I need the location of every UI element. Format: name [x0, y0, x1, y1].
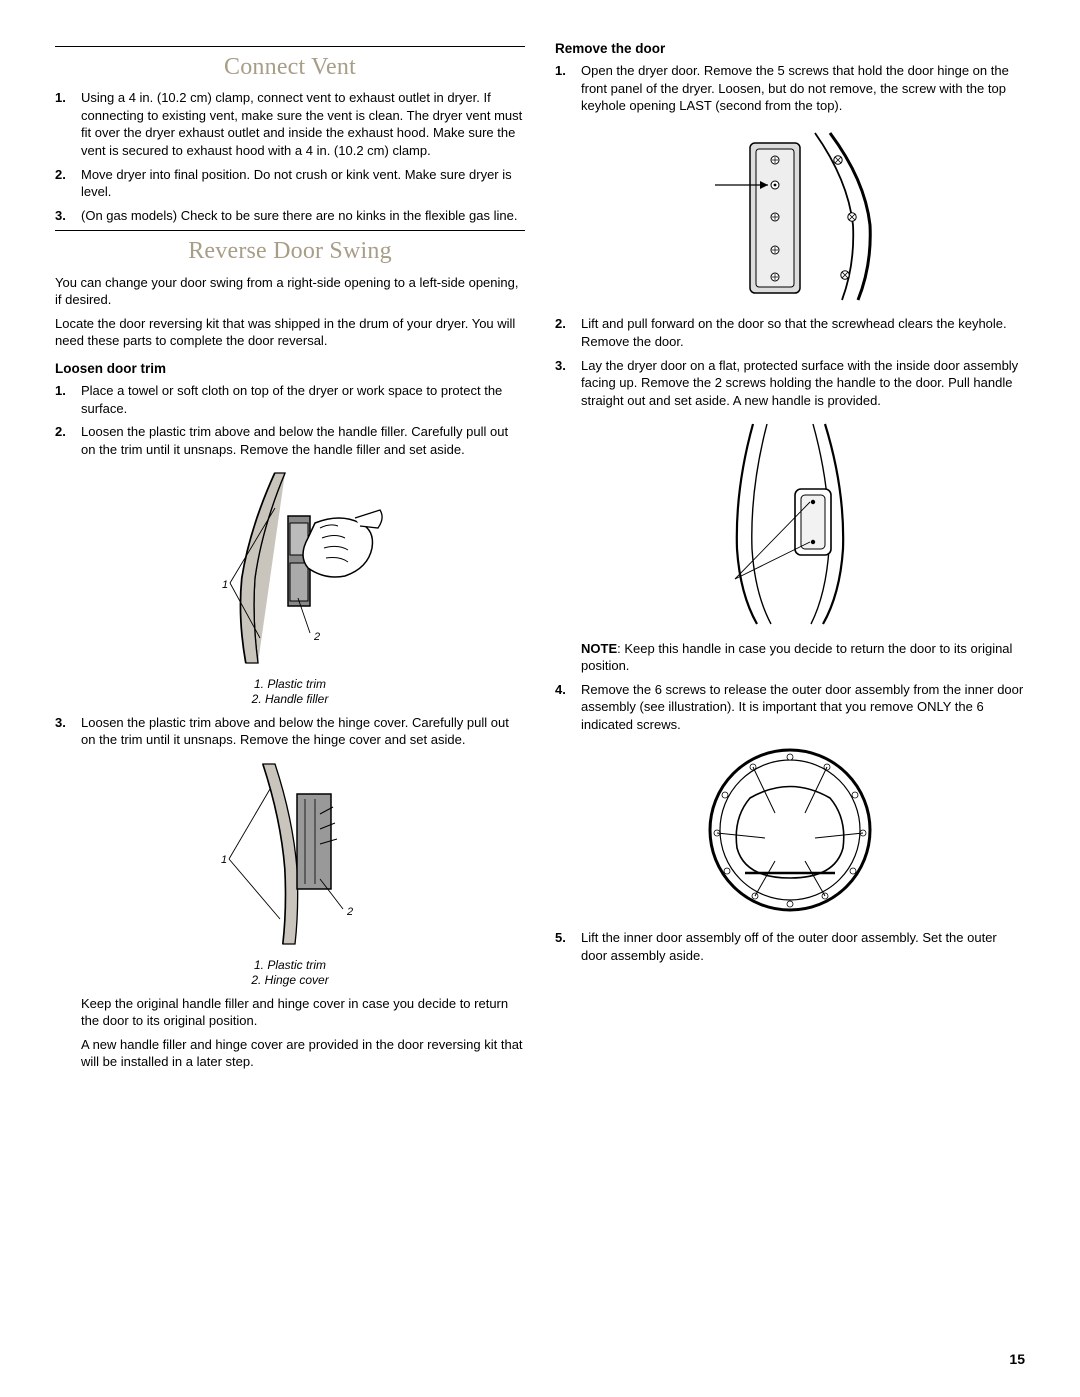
- figure-caption: 1. Plastic trim 2. Hinge cover: [55, 958, 525, 989]
- heading-connect-vent: Connect Vent: [55, 51, 525, 83]
- step-text: Lift and pull forward on the door so tha…: [581, 316, 1007, 349]
- step-text: Loosen the plastic trim above and below …: [81, 715, 509, 748]
- figure-handle-filler: 1 2 1. Plastic trim 2. Handle filler: [55, 468, 525, 708]
- rule: [55, 230, 525, 231]
- intro-text: Locate the door reversing kit that was s…: [55, 315, 525, 350]
- loosen-steps-cont: 3.Loosen the plastic trim above and belo…: [55, 714, 525, 749]
- note-text: Keep the original handle filler and hing…: [55, 995, 525, 1030]
- page-number: 15: [1009, 1350, 1025, 1369]
- remove-steps-5: 5.Lift the inner door assembly off of th…: [555, 929, 1025, 964]
- step-text: Lift the inner door assembly off of the …: [581, 930, 997, 963]
- step-text: Lay the dryer door on a flat, protected …: [581, 358, 1018, 408]
- step-text: Using a 4 in. (10.2 cm) clamp, connect v…: [81, 90, 522, 158]
- figure-handle-removal: [555, 419, 1025, 634]
- loosen-steps: 1.Place a towel or soft cloth on top of …: [55, 382, 525, 458]
- remove-steps-2: 2.Lift and pull forward on the door so t…: [555, 315, 1025, 409]
- step-text: Place a towel or soft cloth on top of th…: [81, 383, 502, 416]
- subheading-loosen: Loosen door trim: [55, 360, 525, 378]
- note-text: A new handle filler and hinge cover are …: [55, 1036, 525, 1071]
- svg-text:1: 1: [221, 854, 227, 866]
- step-text: (On gas models) Check to be sure there a…: [81, 208, 517, 223]
- callout-1: 1: [222, 579, 228, 591]
- step-text: Open the dryer door. Remove the 5 screws…: [581, 63, 1009, 113]
- heading-reverse-door: Reverse Door Swing: [55, 235, 525, 267]
- figure-door-screws: [555, 743, 1025, 923]
- subheading-remove: Remove the door: [555, 40, 1025, 58]
- connect-vent-steps: 1.Using a 4 in. (10.2 cm) clamp, connect…: [55, 89, 525, 224]
- rule: [55, 46, 525, 47]
- figure-hinge-panel: [555, 125, 1025, 310]
- intro-text: You can change your door swing from a ri…: [55, 274, 525, 309]
- svg-text:2: 2: [346, 906, 353, 918]
- callout-2: 2: [313, 631, 320, 643]
- figure-hinge-cover: 1 2 1. Plastic trim 2. Hinge cover: [55, 759, 525, 989]
- note: NOTE: Keep this handle in case you decid…: [555, 640, 1025, 675]
- remove-steps: 1.Open the dryer door. Remove the 5 scre…: [555, 62, 1025, 115]
- remove-steps-4: 4.Remove the 6 screws to release the out…: [555, 681, 1025, 734]
- step-text: Remove the 6 screws to release the outer…: [581, 682, 1023, 732]
- step-text: Loosen the plastic trim above and below …: [81, 424, 508, 457]
- step-text: Move dryer into final position. Do not c…: [81, 167, 512, 200]
- figure-caption: 1. Plastic trim 2. Handle filler: [55, 677, 525, 708]
